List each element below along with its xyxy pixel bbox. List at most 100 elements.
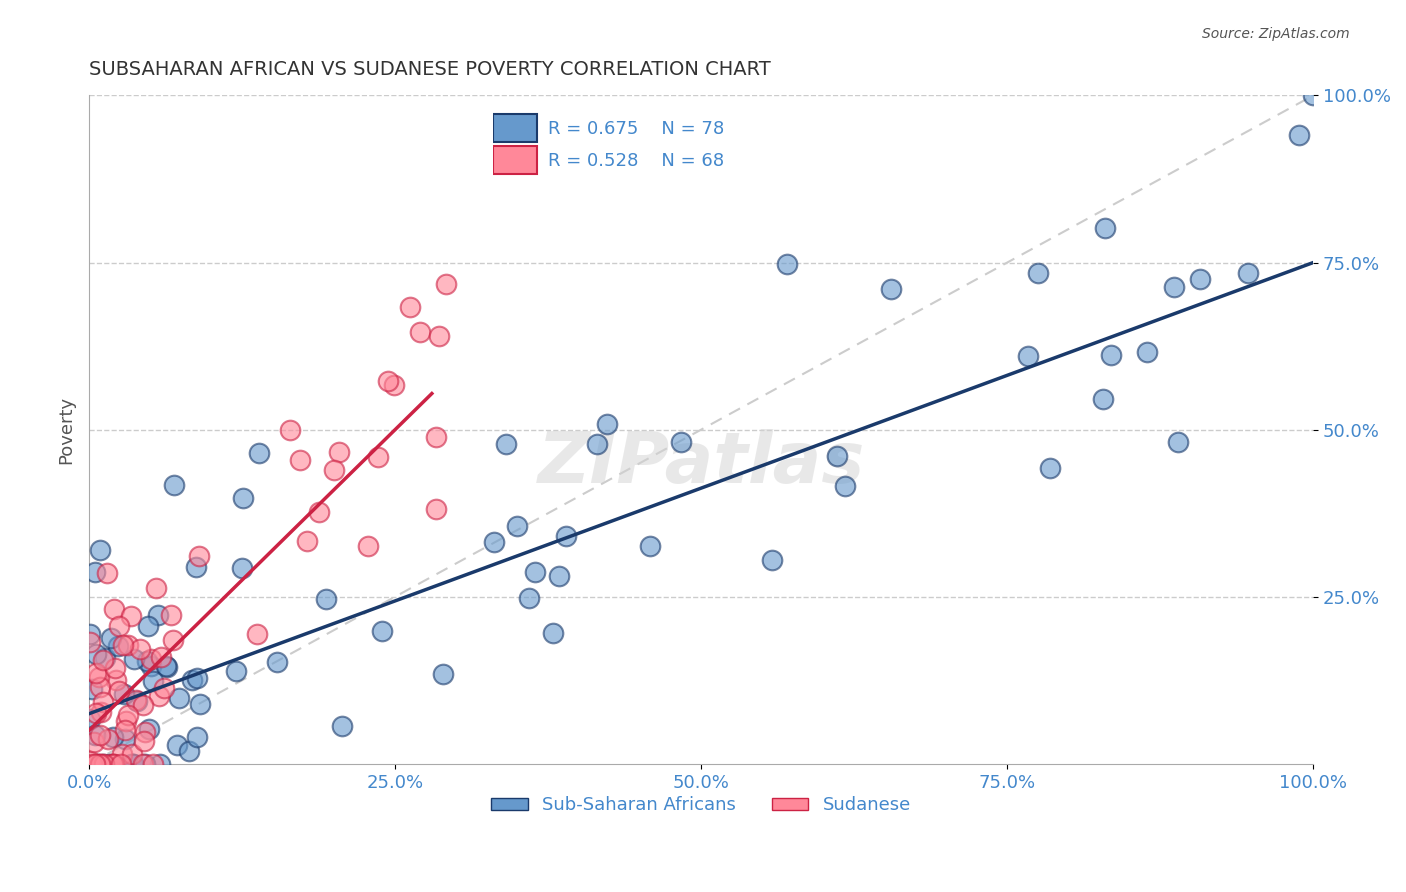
Sudanese [357,539,380,553]
Sub-Saharan Africans [149,756,172,771]
Sub-Saharan Africans [1094,221,1116,235]
Sub-Saharan Africans [100,631,122,645]
Sub-Saharan Africans [101,730,124,744]
Sudanese [87,670,110,684]
Sub-Saharan Africans [83,565,105,579]
Sub-Saharan Africans [825,449,848,463]
Sudanese [132,756,155,771]
Sudanese [142,756,165,771]
Sub-Saharan Africans [586,437,609,451]
Sub-Saharan Africans [136,618,159,632]
Sub-Saharan Africans [138,723,160,737]
Sudanese [399,301,422,315]
Sudanese [89,728,111,742]
Sub-Saharan Africans [554,529,576,543]
Sub-Saharan Africans [517,591,540,605]
Sudanese [117,639,139,653]
Sub-Saharan Africans [834,479,856,493]
Sudanese [84,666,107,681]
Sub-Saharan Africans [146,607,169,622]
Sudanese [145,581,167,595]
Sub-Saharan Africans [122,652,145,666]
Sudanese [427,329,450,343]
Sudanese [84,706,107,720]
Sub-Saharan Africans [330,719,353,733]
Sudanese [367,450,389,464]
Sub-Saharan Africans [1092,392,1115,407]
Sub-Saharan Africans [89,543,111,558]
Sub-Saharan Africans [432,667,454,681]
Sub-Saharan Africans [761,553,783,567]
Sudanese [425,430,447,444]
Sudanese [89,680,111,694]
Sub-Saharan Africans [541,625,564,640]
Sub-Saharan Africans [495,437,517,451]
Sub-Saharan Africans [776,257,799,271]
Sudanese [110,756,132,771]
Sub-Saharan Africans [80,682,103,697]
Sudanese [328,444,350,458]
Sub-Saharan Africans [184,559,207,574]
Sub-Saharan Africans [186,730,208,744]
Sudanese [91,695,114,709]
Sub-Saharan Africans [87,756,110,771]
Sub-Saharan Africans [505,519,527,533]
Sudanese [89,756,111,771]
Sudanese [382,378,405,392]
Sub-Saharan Africans [83,728,105,742]
Sub-Saharan Africans [1163,280,1185,294]
Sudanese [141,652,163,666]
Sudanese [111,638,134,652]
Sudanese [187,549,209,564]
Sudanese [103,756,125,771]
Sub-Saharan Africans [122,756,145,771]
Sudanese [103,602,125,616]
Sub-Saharan Africans [1039,461,1062,475]
Sudanese [246,627,269,641]
Sub-Saharan Africans [86,647,108,661]
Sudanese [278,424,301,438]
Sudanese [290,453,312,467]
Sudanese [295,534,318,549]
Sub-Saharan Africans [122,756,145,771]
Sub-Saharan Africans [1189,272,1212,286]
Sub-Saharan Africans [139,658,162,673]
Sudanese [409,325,432,339]
Sudanese [96,566,118,581]
Sub-Saharan Africans [638,539,661,553]
Sub-Saharan Africans [156,660,179,674]
Sudanese [114,714,136,729]
Sudanese [90,706,112,720]
Sudanese [121,747,143,762]
Sub-Saharan Africans [225,665,247,679]
Text: ZIPatlas: ZIPatlas [537,428,865,498]
Text: Source: ZipAtlas.com: Source: ZipAtlas.com [1202,27,1350,41]
Sub-Saharan Africans [190,697,212,711]
Sub-Saharan Africans [169,690,191,705]
Sudanese [132,698,155,712]
Sub-Saharan Africans [162,477,184,491]
Sub-Saharan Africans [315,591,337,606]
Sub-Saharan Africans [548,568,571,582]
Sudanese [108,684,131,698]
Sub-Saharan Africans [231,561,253,575]
Sub-Saharan Africans [1017,350,1039,364]
Sudanese [162,633,184,648]
Sub-Saharan Africans [1167,435,1189,450]
Sub-Saharan Africans [247,446,270,460]
Sub-Saharan Africans [1099,349,1122,363]
Sub-Saharan Africans [107,639,129,653]
Sub-Saharan Africans [1288,128,1310,142]
Sub-Saharan Africans [125,694,148,708]
Sub-Saharan Africans [142,673,165,688]
Sudanese [79,635,101,649]
Sudanese [120,609,142,624]
Sudanese [377,375,399,389]
Sudanese [434,277,457,291]
Sub-Saharan Africans [91,756,114,771]
Sudanese [86,756,108,771]
Sub-Saharan Africans [180,673,202,687]
Sudanese [132,734,155,748]
Sub-Saharan Africans [370,624,392,638]
Sub-Saharan Africans [166,739,188,753]
